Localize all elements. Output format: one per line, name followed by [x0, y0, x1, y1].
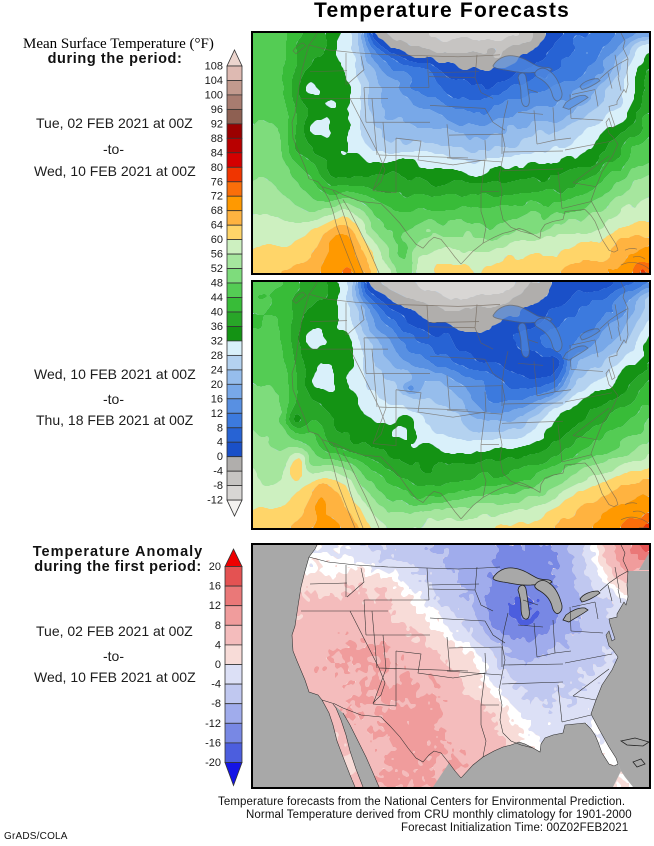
svg-text:36: 36 — [211, 321, 223, 333]
svg-text:28: 28 — [211, 350, 223, 362]
svg-text:4: 4 — [215, 639, 221, 651]
svg-text:20: 20 — [211, 379, 223, 391]
svg-text:40: 40 — [211, 307, 223, 319]
svg-text:-12: -12 — [207, 495, 223, 507]
svg-text:32: 32 — [211, 335, 223, 347]
svg-text:-8: -8 — [213, 480, 223, 492]
svg-text:0: 0 — [217, 451, 223, 463]
svg-text:108: 108 — [205, 61, 223, 73]
svg-text:64: 64 — [211, 220, 223, 232]
svg-text:68: 68 — [211, 205, 223, 217]
svg-text:104: 104 — [205, 75, 223, 87]
svg-text:84: 84 — [211, 147, 223, 159]
svg-text:24: 24 — [211, 364, 223, 376]
svg-text:12: 12 — [209, 600, 221, 612]
svg-text:92: 92 — [211, 118, 223, 130]
svg-text:-4: -4 — [211, 679, 221, 691]
svg-text:8: 8 — [217, 422, 223, 434]
svg-text:52: 52 — [211, 263, 223, 275]
svg-text:-8: -8 — [211, 698, 221, 710]
svg-text:48: 48 — [211, 278, 223, 290]
svg-text:20: 20 — [209, 561, 221, 573]
svg-text:16: 16 — [209, 581, 221, 593]
svg-text:100: 100 — [205, 89, 223, 101]
svg-text:56: 56 — [211, 249, 223, 261]
svg-text:60: 60 — [211, 234, 223, 246]
svg-text:76: 76 — [211, 176, 223, 188]
svg-text:12: 12 — [211, 408, 223, 420]
svg-text:8: 8 — [215, 620, 221, 632]
svg-text:88: 88 — [211, 133, 223, 145]
svg-text:-12: -12 — [205, 718, 221, 730]
svg-text:96: 96 — [211, 104, 223, 116]
svg-text:44: 44 — [211, 292, 223, 304]
svg-text:-20: -20 — [205, 757, 221, 769]
svg-text:16: 16 — [211, 393, 223, 405]
svg-text:-16: -16 — [205, 737, 221, 749]
svg-text:4: 4 — [217, 437, 223, 449]
svg-text:-4: -4 — [213, 466, 223, 478]
svg-text:0: 0 — [215, 659, 221, 671]
svg-text:72: 72 — [211, 191, 223, 203]
svg-text:80: 80 — [211, 162, 223, 174]
